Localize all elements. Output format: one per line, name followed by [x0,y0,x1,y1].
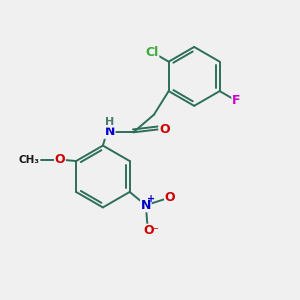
Text: O: O [159,123,169,136]
Text: N: N [105,125,115,138]
Text: ⁻: ⁻ [152,226,158,236]
Text: CH₃: CH₃ [18,154,39,165]
Text: O: O [143,224,154,237]
Text: Cl: Cl [146,46,159,59]
Text: F: F [232,94,241,107]
Text: +: + [147,194,155,204]
Text: O: O [165,191,175,204]
Text: N: N [141,199,151,212]
Text: H: H [105,117,114,127]
Text: O: O [55,153,65,166]
